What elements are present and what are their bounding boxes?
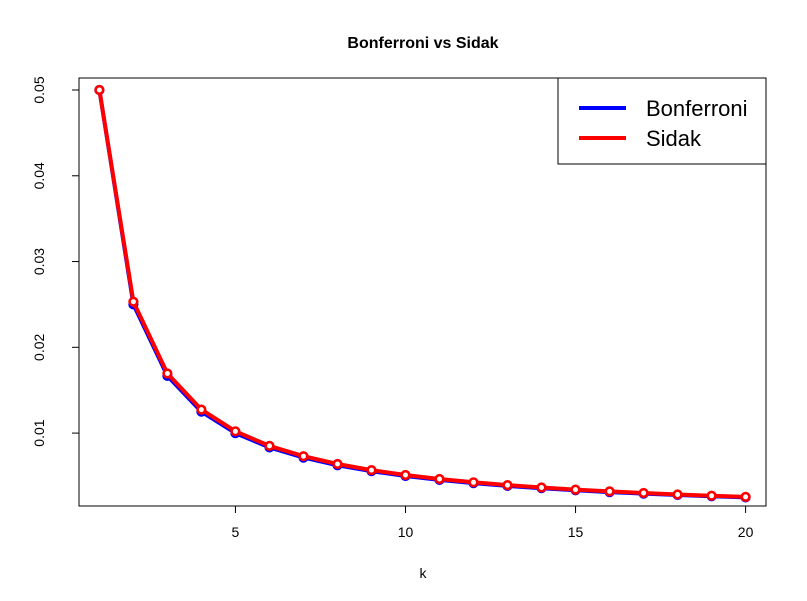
x-tick-label: 15: [568, 524, 584, 540]
series-line-sidak: [97, 89, 746, 499]
x-tick-label: 10: [398, 524, 414, 540]
data-point-sidak: [468, 477, 479, 488]
data-point-sidak: [434, 473, 445, 485]
data-point-sidak: [672, 489, 683, 500]
x-axis: 5 10 15 20: [232, 505, 754, 540]
data-point-sidak: [400, 469, 411, 481]
y-tick-label: 0.01: [31, 419, 47, 446]
data-point-sidak: [570, 484, 581, 495]
data-point-sidak: [502, 480, 513, 491]
data-point-sidak: [230, 426, 241, 437]
data-point-sidak: [94, 84, 105, 96]
data-point-sidak: [740, 491, 751, 503]
data-point-sidak: [264, 440, 275, 452]
legend-label-sidak: Sidak: [646, 126, 702, 151]
y-tick-label: 0.04: [31, 162, 47, 189]
data-point-sidak: [332, 458, 343, 470]
x-axis-label: k: [420, 565, 428, 581]
y-axis: 0.01 0.02 0.03 0.04 0.05: [31, 76, 80, 447]
chart-title: Bonferroni vs Sidak: [347, 35, 498, 52]
data-point-sidak: [128, 296, 139, 307]
data-point-sidak: [298, 451, 309, 462]
x-tick-label: 5: [232, 524, 240, 540]
y-tick-label: 0.02: [31, 333, 47, 360]
x-tick-label: 20: [738, 524, 754, 540]
y-tick-label: 0.03: [31, 248, 47, 275]
legend-label-bonferroni: Bonferroni: [646, 96, 748, 121]
data-point-sidak: [162, 368, 173, 379]
legend-box: [557, 77, 767, 165]
data-point-sidak: [706, 490, 717, 501]
data-point-sidak: [366, 465, 377, 476]
series-layer: [94, 84, 751, 503]
data-point-sidak: [638, 487, 649, 499]
legend: Bonferroni Sidak: [557, 77, 767, 165]
data-point-sidak: [196, 404, 207, 415]
y-tick-label: 0.05: [31, 76, 47, 103]
data-point-sidak: [536, 482, 547, 493]
data-point-sidak: [604, 486, 615, 497]
